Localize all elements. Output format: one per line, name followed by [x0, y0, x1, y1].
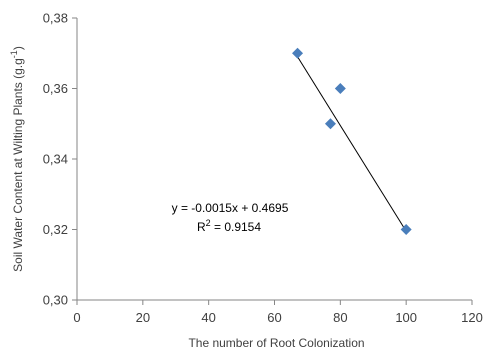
y-axis-title: Soil Water Content at Wilting Plants (g.… [9, 46, 25, 272]
x-tick-label: 0 [73, 310, 80, 325]
y-tick-label: 0,38 [43, 11, 68, 26]
y-tick-label: 0,32 [43, 222, 68, 237]
r2-prefix: R [197, 220, 206, 234]
y-axis-title-superscript: -1 [9, 50, 19, 58]
axes [76, 18, 472, 301]
y-tick-label: 0,34 [43, 152, 68, 167]
y-tick-label: 0,36 [43, 81, 68, 96]
r2-suffix: = 0.9154 [211, 220, 262, 234]
x-tick-label: 20 [136, 310, 150, 325]
r2-superscript: 2 [206, 218, 211, 228]
x-tick-label: 60 [267, 310, 281, 325]
trendline-layer [297, 56, 407, 232]
data-point [400, 224, 412, 235]
y-axis-title-main: Soil Water Content at Wilting Plants (g.… [11, 58, 25, 272]
trendline-equation: y = -0.0015x + 0.4695 [172, 201, 289, 215]
y-axis-title-suffix: ) [11, 46, 25, 50]
data-points [292, 47, 412, 235]
x-tick-label: 40 [201, 310, 215, 325]
x-axis-ticks: 0 20 40 60 80 100 120 [73, 300, 483, 325]
x-tick-label: 100 [395, 310, 417, 325]
y-tick-label: 0,30 [43, 293, 68, 308]
y-axis-ticks: 0,30 0,32 0,34 0,36 0,38 [43, 11, 77, 308]
trendline-r-squared: R2 = 0.9154 [197, 218, 261, 234]
data-point [324, 118, 336, 130]
data-point [334, 83, 346, 94]
x-tick-label: 80 [333, 310, 347, 325]
x-axis-title: The number of Root Colonization [188, 336, 364, 350]
data-point [292, 47, 304, 59]
trendline [297, 56, 407, 232]
x-tick-label: 120 [461, 310, 483, 325]
